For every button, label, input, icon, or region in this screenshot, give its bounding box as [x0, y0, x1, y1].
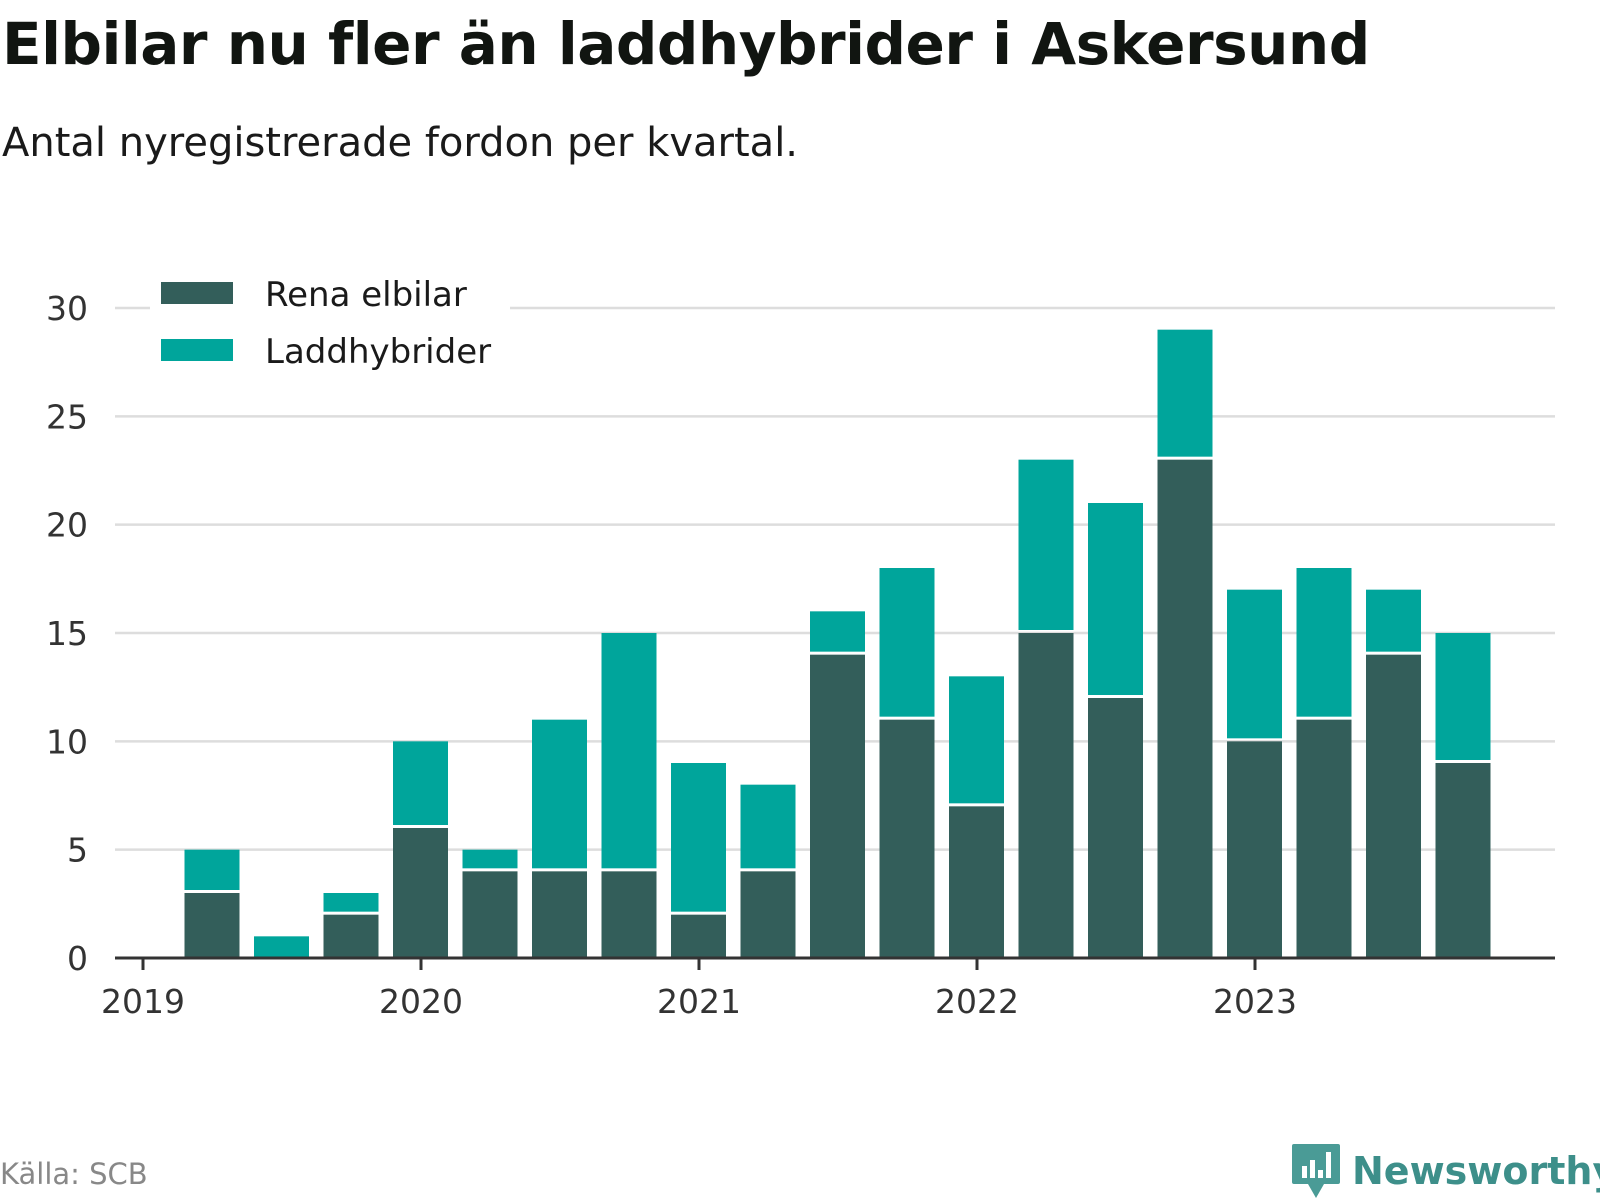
x-tick-label: 2019: [101, 982, 185, 1021]
bar-rena-elbilar: [879, 719, 935, 958]
bar-laddhybrider: [254, 936, 309, 958]
bar-rena-elbilar: [393, 828, 448, 958]
y-tick-label: 20: [46, 506, 88, 545]
x-tick-label: 2023: [1213, 982, 1297, 1021]
chart-subtitle: Antal nyregistrerade fordon per kvartal.: [2, 120, 799, 166]
bar-rena-elbilar: [1227, 741, 1282, 958]
y-axis-labels: 0 5 10 15 20 25 30: [46, 289, 88, 978]
bar-rena-elbilar: [1157, 459, 1213, 958]
x-axis: 2019 2020 2021 2022 2023: [101, 956, 1555, 1021]
bar-rena-elbilar: [323, 914, 379, 958]
legend-label-elbilar: Rena elbilar: [265, 275, 467, 315]
brand-name: Newsworthy: [1352, 1149, 1600, 1193]
bar-rena-elbilar: [462, 871, 518, 958]
x-tick-label: 2021: [657, 982, 741, 1021]
bar-laddhybrider: [532, 719, 587, 869]
bar-laddhybrider: [323, 893, 379, 912]
legend-swatch-laddhybrider: [161, 339, 233, 361]
bar-laddhybrider: [1227, 589, 1282, 739]
bar-rena-elbilar: [532, 871, 587, 958]
bar-rena-elbilar: [1018, 633, 1074, 958]
bar-rena-elbilar: [1435, 763, 1491, 958]
bar-laddhybrider: [601, 633, 657, 869]
x-tick-label: 2020: [379, 982, 463, 1021]
y-tick-label: 0: [67, 939, 88, 978]
x-tick-label: 2022: [935, 982, 1019, 1021]
bar-rena-elbilar: [601, 871, 657, 958]
bar-laddhybrider: [740, 784, 796, 869]
bar-laddhybrider: [949, 676, 1004, 804]
bar-laddhybrider: [671, 763, 726, 912]
bar-rena-elbilar: [1366, 654, 1421, 958]
bars: [184, 329, 1491, 958]
bar-rena-elbilar: [949, 806, 1004, 958]
bar-rena-elbilar: [671, 914, 726, 958]
bar-laddhybrider: [393, 741, 448, 825]
legend-label-laddhybrider: Laddhybrider: [265, 332, 491, 372]
legend-swatch-elbilar: [161, 282, 233, 304]
source-note: Källa: SCB: [0, 1157, 148, 1191]
bar-rena-elbilar: [1088, 698, 1143, 958]
y-tick-label: 10: [46, 722, 88, 761]
bar-laddhybrider: [1366, 589, 1421, 652]
bar-laddhybrider: [462, 849, 518, 869]
bar-rena-elbilar: [810, 654, 865, 958]
chart-title: Elbilar nu fler än laddhybrider i Askers…: [2, 10, 1370, 78]
bar-rena-elbilar: [1296, 719, 1352, 958]
y-tick-label: 25: [46, 397, 88, 436]
bar-laddhybrider: [879, 568, 935, 717]
bar-laddhybrider: [1088, 503, 1143, 695]
y-tick-label: 5: [67, 831, 88, 870]
newsworthy-icon: [1292, 1144, 1340, 1198]
bar-laddhybrider: [1296, 568, 1352, 717]
bar-laddhybrider: [1435, 633, 1491, 760]
legend: Rena elbilar Laddhybrider: [150, 275, 510, 376]
brand-logo[interactable]: Newsworthy: [1290, 1142, 1600, 1200]
bar-rena-elbilar: [184, 893, 240, 958]
bar-laddhybrider: [184, 849, 240, 890]
y-tick-label: 30: [46, 289, 88, 328]
bar-laddhybrider: [810, 611, 865, 652]
bar-rena-elbilar: [740, 871, 796, 958]
bar-laddhybrider: [1018, 459, 1074, 630]
bar-laddhybrider: [1157, 329, 1213, 457]
y-tick-label: 15: [46, 614, 88, 653]
